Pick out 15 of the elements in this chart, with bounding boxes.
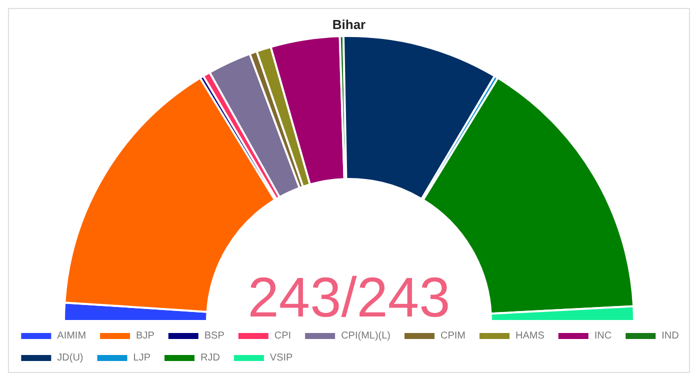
legend-label: BSP	[204, 330, 225, 342]
legend-label: CPI	[274, 330, 292, 342]
legend-label: JD(U)	[57, 352, 84, 364]
legend-label: VSIP	[270, 352, 294, 364]
legend-label: AIMIM	[57, 330, 86, 342]
legend-label: RJD	[200, 352, 220, 364]
legend-label: LJP	[133, 352, 151, 364]
legend-label: HAMS	[516, 330, 545, 342]
text: 243/243	[248, 266, 450, 328]
legend-label: CPIM	[440, 330, 466, 342]
legend-label: CPI(ML)(L)	[341, 330, 391, 342]
legend-label: BJP	[136, 330, 155, 342]
legend-label: INC	[594, 330, 612, 342]
chart-title: Bihar	[332, 17, 366, 32]
legend-label: IND	[662, 330, 679, 342]
